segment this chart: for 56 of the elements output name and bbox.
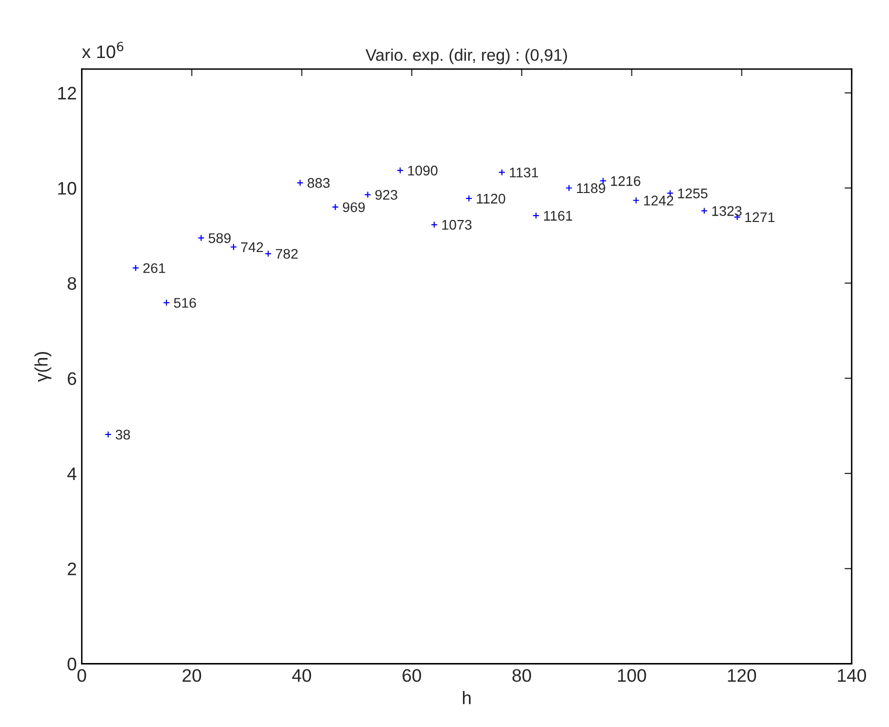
point bbox=[264, 250, 272, 258]
y-tick-label: 10 bbox=[58, 182, 76, 195]
annotation: 589 bbox=[208, 233, 231, 244]
point bbox=[364, 191, 372, 198]
annotation: 1189 bbox=[577, 183, 606, 194]
annotation: 1216 bbox=[611, 176, 640, 186]
annotation: 38 bbox=[116, 430, 130, 440]
point bbox=[700, 207, 708, 214]
point bbox=[296, 179, 304, 186]
x-tick-label: 120 bbox=[728, 669, 756, 682]
annotation: 883 bbox=[308, 178, 330, 188]
x-tick-label: 60 bbox=[402, 669, 422, 682]
annotation: 1271 bbox=[745, 212, 774, 222]
y-tick-label: 6 bbox=[68, 372, 76, 386]
point bbox=[230, 243, 238, 250]
y-tick-label: 2 bbox=[68, 562, 76, 576]
point bbox=[198, 234, 205, 242]
point bbox=[532, 212, 540, 220]
annotation: 969 bbox=[342, 202, 365, 212]
annotation: 516 bbox=[174, 298, 196, 308]
y-tick-label: 8 bbox=[68, 277, 76, 290]
x-tick-label: 20 bbox=[182, 669, 202, 682]
y-axis-title: γ(h) bbox=[34, 352, 52, 382]
text: x 10$^{6}$ bbox=[82, 42, 124, 58]
annotation: 1242 bbox=[644, 196, 674, 206]
point bbox=[332, 204, 339, 211]
annotation: 1255 bbox=[678, 188, 708, 198]
x-tick-label: 0 bbox=[77, 669, 86, 682]
point bbox=[566, 184, 573, 192]
chart-title: Vario. exp. (dir, reg) : (0,91) bbox=[366, 48, 567, 64]
x-tick-label: 80 bbox=[512, 669, 532, 682]
x-axis-title: h bbox=[462, 691, 471, 704]
point bbox=[632, 196, 640, 204]
point bbox=[132, 264, 140, 272]
annotation: 1323 bbox=[712, 206, 742, 216]
annotation: 742 bbox=[241, 242, 263, 252]
x-tick-label: 40 bbox=[292, 669, 312, 682]
point bbox=[465, 194, 472, 202]
point bbox=[396, 166, 404, 174]
y-tick-label: 12 bbox=[58, 86, 76, 100]
annotation: 1073 bbox=[442, 220, 472, 230]
annotation: 923 bbox=[375, 190, 398, 200]
y-tick-label: 0 bbox=[68, 658, 76, 670]
x-tick-label: 100 bbox=[618, 669, 646, 682]
x-tick-label: 140 bbox=[838, 669, 866, 682]
annotation: 1090 bbox=[408, 166, 438, 176]
point bbox=[104, 430, 112, 438]
annotation: 1131 bbox=[510, 168, 538, 178]
annotation: 261 bbox=[143, 263, 166, 274]
annotation: 782 bbox=[276, 248, 298, 259]
point bbox=[498, 168, 506, 176]
annotation: 1161 bbox=[544, 210, 572, 221]
point bbox=[162, 299, 170, 306]
annotation: 1120 bbox=[476, 194, 506, 204]
y-tick-label: 4 bbox=[67, 468, 76, 480]
point bbox=[430, 221, 438, 228]
